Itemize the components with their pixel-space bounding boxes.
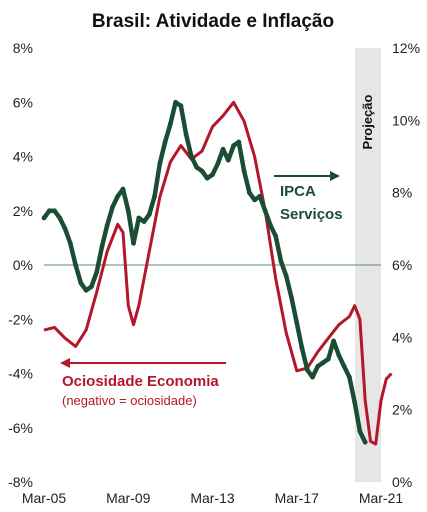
projection-label: Projeção xyxy=(360,94,375,149)
y-right-tick-label: 6% xyxy=(392,257,412,273)
ipca-point xyxy=(262,208,268,214)
y-left-tick-label: 0% xyxy=(13,257,33,273)
ipca-point xyxy=(115,193,121,199)
ipca-point xyxy=(125,208,131,214)
ipca-point xyxy=(273,233,279,239)
ipca-point xyxy=(73,262,78,268)
ipca-point xyxy=(283,273,289,279)
y-left-tick-label: -6% xyxy=(8,420,33,436)
ipca-point xyxy=(357,428,363,434)
y-left-tick-label: -2% xyxy=(8,311,33,327)
ipca-point xyxy=(146,211,152,217)
y-left-tick-label: 2% xyxy=(13,203,33,219)
ipca-point xyxy=(57,215,63,221)
ipca-point xyxy=(252,197,258,203)
ipca-point xyxy=(336,353,342,358)
ipca-point xyxy=(136,215,142,221)
ipca-point xyxy=(225,157,231,163)
ipca-point xyxy=(67,240,73,246)
ipca-point xyxy=(246,190,252,196)
ipca-point xyxy=(341,363,347,369)
ipca-point xyxy=(162,139,168,145)
ipca-point xyxy=(347,374,352,380)
ipca-point xyxy=(299,345,305,351)
y-right-tick-label: 2% xyxy=(392,402,412,418)
y-left-tick-label: 6% xyxy=(13,94,33,110)
ipca-point xyxy=(62,226,68,232)
ipca-point xyxy=(194,164,200,170)
ipca-point xyxy=(352,400,358,405)
ipca-series-line xyxy=(42,100,368,444)
ipca-point xyxy=(294,320,300,326)
ipca-point xyxy=(241,168,247,174)
ociosidade-annotation: Ociosidade Economia (negativo = ociosida… xyxy=(60,358,226,408)
y-left-tick-label: 4% xyxy=(13,149,33,165)
x-tick-label: Mar-05 xyxy=(22,490,67,506)
ipca-point xyxy=(257,193,263,199)
ipca-point xyxy=(331,338,337,344)
ipca-point xyxy=(325,356,331,362)
ipca-point xyxy=(278,258,284,264)
ipca-point xyxy=(231,143,236,149)
ipca-point xyxy=(131,240,136,246)
ipca-point xyxy=(46,208,52,214)
y-right-tick-label: 4% xyxy=(392,329,412,345)
ociosidade-sublabel: (negativo = ociosidade) xyxy=(62,393,197,408)
ipca-point xyxy=(183,132,189,138)
ipca-point xyxy=(320,360,326,366)
y-left-tick-label: 8% xyxy=(13,40,33,56)
ipca-point xyxy=(204,175,210,181)
ipca-point xyxy=(220,146,226,152)
y-right-tick-label: 0% xyxy=(392,474,412,490)
ipca-point xyxy=(78,280,84,286)
ipca-label-line2: Serviços xyxy=(280,206,343,223)
ipca-point xyxy=(215,161,221,167)
x-tick-label: Mar-17 xyxy=(275,490,320,506)
ipca-point xyxy=(178,103,184,109)
chart-title: Brasil: Atividade e Inflação xyxy=(92,11,334,32)
ipca-annotation: IPCA Serviços xyxy=(274,171,343,223)
ipca-point xyxy=(104,222,110,228)
ipca-point xyxy=(141,219,147,225)
ipca-point xyxy=(268,222,273,228)
x-tick-label: Mar-09 xyxy=(106,490,151,506)
ipca-point xyxy=(173,99,179,105)
ipca-point xyxy=(110,204,115,210)
ipca-point xyxy=(157,161,163,167)
ipca-point xyxy=(289,295,294,300)
y-left-tick-label: -8% xyxy=(8,474,33,490)
ipca-point xyxy=(52,208,57,214)
ipca-point xyxy=(152,193,157,199)
ipca-point xyxy=(41,215,47,221)
ipca-point xyxy=(236,139,242,145)
ipca-point xyxy=(189,154,194,159)
ociosidade-label: Ociosidade Economia xyxy=(62,373,219,390)
ipca-point xyxy=(167,121,173,127)
ipca-point xyxy=(304,367,310,373)
ipca-point xyxy=(83,287,89,293)
ipca-point xyxy=(199,168,205,174)
ipca-point xyxy=(120,186,126,192)
ipca-point xyxy=(94,269,100,275)
y-right-tick-label: 10% xyxy=(392,112,420,128)
x-tick-label: Mar-21 xyxy=(359,490,404,506)
ipca-point xyxy=(315,363,321,369)
ipca-point xyxy=(210,172,215,177)
ociosidade-series-line xyxy=(43,100,393,446)
ipca-point xyxy=(88,284,94,290)
ipca-point xyxy=(99,244,105,250)
ipca-point xyxy=(310,374,315,380)
x-tick-label: Mar-13 xyxy=(190,490,235,506)
ipca-label-line1: IPCA xyxy=(280,183,316,200)
ipca-point xyxy=(362,439,368,445)
y-left-tick-label: -4% xyxy=(8,366,33,382)
y-right-tick-label: 12% xyxy=(392,40,420,56)
y-right-tick-label: 8% xyxy=(392,185,412,201)
